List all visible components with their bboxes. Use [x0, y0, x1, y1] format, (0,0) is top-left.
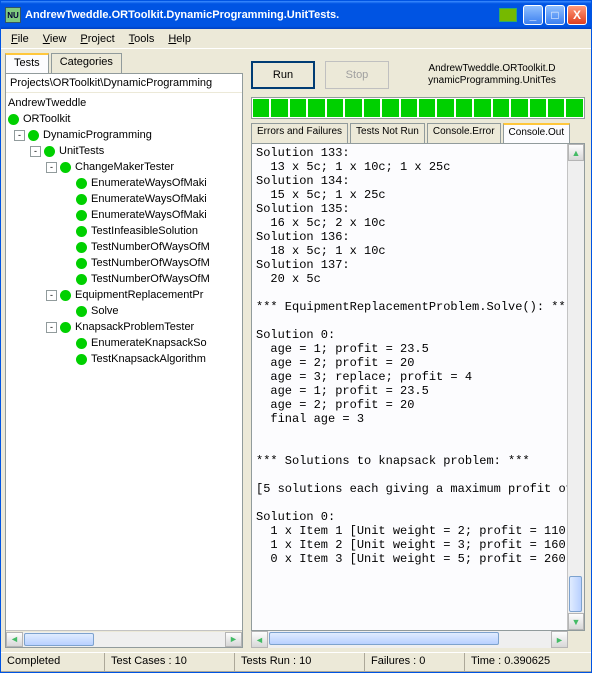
tab-conout[interactable]: Console.Out — [503, 123, 571, 143]
pass-icon — [76, 338, 87, 349]
pass-icon — [76, 210, 87, 221]
run-button[interactable]: Run — [251, 61, 315, 89]
progress-bar — [251, 97, 585, 119]
scroll-right-icon[interactable]: ► — [551, 631, 568, 648]
menu-project[interactable]: Project — [74, 31, 120, 47]
scroll-right-icon[interactable]: ► — [225, 632, 242, 647]
close-button[interactable]: X — [567, 5, 587, 25]
tree-changemaker[interactable]: ChangeMakerTester — [75, 161, 174, 173]
pass-icon — [76, 242, 87, 253]
pass-icon — [76, 226, 87, 237]
scroll-up-icon[interactable]: ▲ — [568, 144, 584, 161]
right-panel: Run Stop AndrewTweddle.ORToolkit.Dynamic… — [249, 53, 587, 648]
tree-leaf[interactable]: EnumerateWaysOfMaki — [91, 209, 207, 221]
client-area: Tests Categories Projects\ORToolkit\Dyna… — [1, 49, 591, 652]
console-output[interactable]: Solution 133: 13 x 5c; 1 x 10c; 1 x 25c … — [252, 144, 567, 630]
result-tabs: Errors and Failures Tests Not Run Consol… — [251, 123, 585, 143]
test-tree[interactable]: AndrewTweddle ORToolkit -DynamicProgramm… — [6, 93, 242, 630]
status-cases: Test Cases : 10 — [105, 653, 235, 672]
pass-icon — [76, 258, 87, 269]
status-run: Tests Run : 10 — [235, 653, 365, 672]
tree-ortoolkit[interactable]: ORToolkit — [23, 113, 70, 125]
sidebar-tabs: Tests Categories — [5, 53, 243, 73]
console-vscroll[interactable]: ▲ ▼ — [567, 144, 584, 630]
pass-icon — [60, 162, 71, 173]
menu-file[interactable]: File — [5, 31, 35, 47]
tree-dp[interactable]: DynamicProgramming — [43, 129, 152, 141]
tree-hscroll[interactable]: ◄ ► — [6, 630, 242, 647]
tree-unittests[interactable]: UnitTests — [59, 145, 104, 157]
tests-panel: Projects\ORToolkit\DynamicProgramming An… — [5, 73, 243, 648]
assembly-label: AndrewTweddle.ORToolkit.DynamicProgrammi… — [399, 63, 585, 87]
pass-icon — [76, 178, 87, 189]
tree-leaf[interactable]: TestNumberOfWaysOfM — [91, 257, 210, 269]
expand-icon[interactable]: - — [46, 322, 57, 333]
status-state: Completed — [1, 653, 105, 672]
app-window: NU AndrewTweddle.ORToolkit.DynamicProgra… — [0, 0, 592, 673]
status-failures: Failures : 0 — [365, 653, 465, 672]
pass-icon — [76, 306, 87, 317]
pass-icon — [8, 114, 19, 125]
project-path: Projects\ORToolkit\DynamicProgramming — [6, 74, 242, 93]
tree-leaf[interactable]: TestNumberOfWaysOfM — [91, 241, 210, 253]
tree-leaf[interactable]: EnumerateWaysOfMaki — [91, 177, 207, 189]
minimize-button[interactable]: _ — [523, 5, 543, 25]
window-title: AndrewTweddle.ORToolkit.DynamicProgrammi… — [25, 9, 499, 21]
console-hscroll[interactable]: ◄ ► — [251, 631, 585, 648]
maximize-button[interactable]: □ — [545, 5, 565, 25]
menubar: File View Project Tools Help — [1, 29, 591, 49]
stop-button: Stop — [325, 61, 389, 89]
pass-icon — [76, 274, 87, 285]
menu-tools[interactable]: Tools — [123, 31, 161, 47]
pass-icon — [28, 130, 39, 141]
pass-icon — [44, 146, 55, 157]
pass-icon — [60, 322, 71, 333]
pass-icon — [60, 290, 71, 301]
pass-icon — [76, 194, 87, 205]
status-time: Time : 0.390625 — [465, 653, 591, 672]
tree-leaf[interactable]: Solve — [91, 305, 119, 317]
tab-errors[interactable]: Errors and Failures — [251, 123, 348, 143]
expand-icon[interactable]: - — [46, 290, 57, 301]
tree-leaf[interactable]: EnumerateWaysOfMaki — [91, 193, 207, 205]
app-icon: NU — [5, 7, 21, 23]
tab-tests[interactable]: Tests — [5, 53, 49, 73]
titlebar[interactable]: NU AndrewTweddle.ORToolkit.DynamicProgra… — [1, 1, 591, 29]
tree-leaf[interactable]: TestNumberOfWaysOfM — [91, 273, 210, 285]
statusbar: Completed Test Cases : 10 Tests Run : 10… — [1, 652, 591, 672]
scroll-left-icon[interactable]: ◄ — [251, 631, 268, 648]
left-panel: Tests Categories Projects\ORToolkit\Dyna… — [5, 53, 243, 648]
scroll-down-icon[interactable]: ▼ — [568, 613, 584, 630]
console-panel: Solution 133: 13 x 5c; 1 x 10c; 1 x 25c … — [251, 143, 585, 631]
pass-icon — [76, 354, 87, 365]
expand-icon[interactable]: - — [46, 162, 57, 173]
expand-icon[interactable]: - — [14, 130, 25, 141]
menu-help[interactable]: Help — [162, 31, 197, 47]
tree-knapsack[interactable]: KnapsackProblemTester — [75, 321, 194, 333]
tab-categories[interactable]: Categories — [51, 53, 122, 73]
scroll-left-icon[interactable]: ◄ — [6, 632, 23, 647]
tree-root-label[interactable]: AndrewTweddle — [8, 97, 86, 109]
tree-leaf[interactable]: TestKnapsackAlgorithm — [91, 353, 206, 365]
tab-notrun[interactable]: Tests Not Run — [350, 123, 425, 143]
expand-icon[interactable]: - — [30, 146, 41, 157]
tree-leaf[interactable]: EnumerateKnapsackSo — [91, 337, 207, 349]
tree-equip[interactable]: EquipmentReplacementPr — [75, 289, 203, 301]
tree-leaf[interactable]: TestInfeasibleSolution — [91, 225, 198, 237]
menu-view[interactable]: View — [37, 31, 73, 47]
nvidia-icon — [499, 8, 517, 22]
tab-conerr[interactable]: Console.Error — [427, 123, 501, 143]
